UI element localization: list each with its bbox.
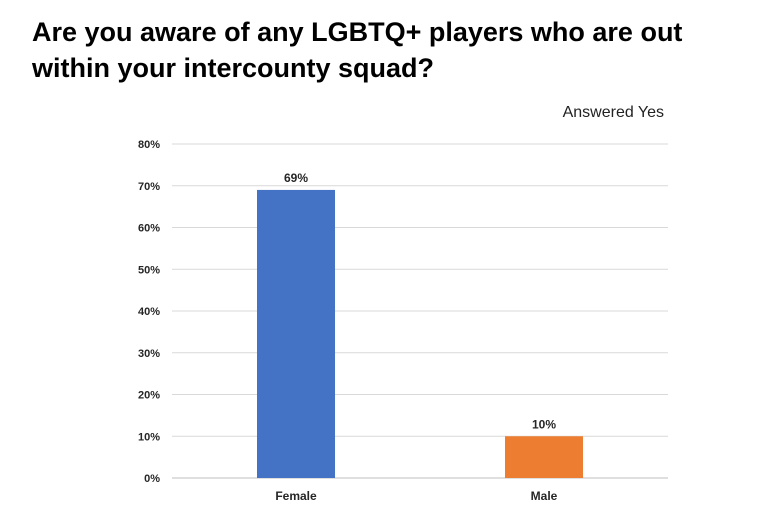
y-tick-label: 70% [138, 181, 160, 193]
chart-title: Are you aware of any LGBTQ+ players who … [32, 17, 683, 83]
bars [257, 189, 583, 479]
data-labels: 69% 10% [284, 171, 556, 431]
chart-subtitle: Answered Yes [562, 104, 664, 121]
y-tick-label: 20% [138, 390, 160, 402]
y-axis-tick-labels: 0% 10% 20% 30% 40% 50% 60% 70% 80% [138, 139, 160, 485]
x-tick-label: Male [531, 489, 558, 503]
bar-male [505, 436, 583, 478]
y-tick-label: 60% [138, 223, 160, 235]
y-tick-label: 40% [138, 306, 160, 318]
x-tick-label: Female [275, 489, 317, 503]
y-tick-label: 50% [138, 264, 160, 276]
x-axis-tick-labels: Female Male [275, 489, 557, 503]
gridlines [172, 143, 668, 479]
data-label: 69% [284, 171, 308, 185]
y-tick-label: 80% [138, 139, 160, 151]
y-tick-label: 10% [138, 431, 160, 443]
y-tick-label: 0% [144, 473, 160, 485]
data-label: 10% [532, 417, 556, 431]
y-tick-label: 30% [138, 348, 160, 360]
bar-female [257, 189, 335, 479]
